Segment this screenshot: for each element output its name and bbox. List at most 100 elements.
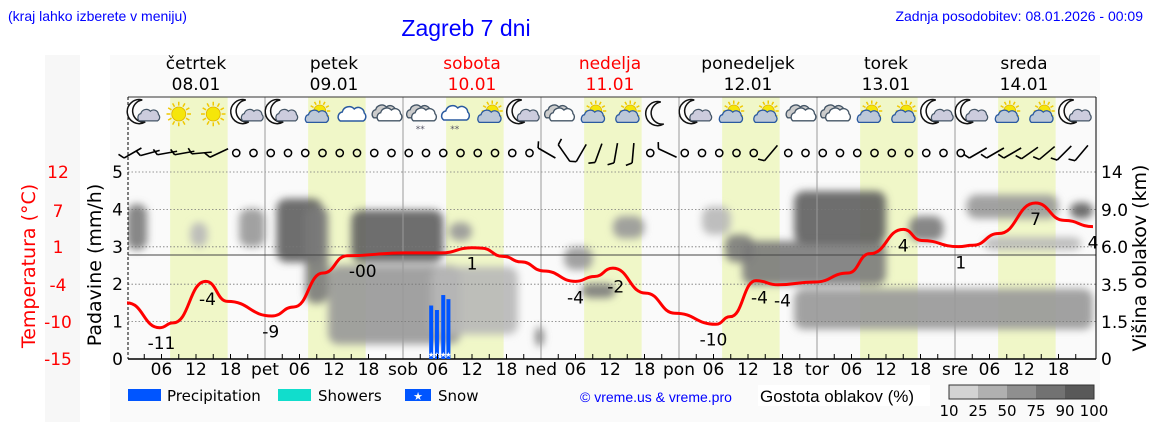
x-hour-tick: 18 xyxy=(634,360,656,380)
daylight-band xyxy=(722,97,780,359)
right-axis-title: Višina oblakov (km) xyxy=(1129,165,1151,352)
svg-text:**: ** xyxy=(450,125,460,135)
cloud-cell xyxy=(564,247,593,270)
calm-wind-icon xyxy=(404,148,414,158)
cloud-cell xyxy=(742,240,886,285)
density-title-bg xyxy=(758,385,930,406)
snow-star-icon: ★ xyxy=(413,390,423,403)
wind-barb-icon xyxy=(1068,144,1089,162)
calm-wind-icon xyxy=(438,148,448,158)
legend-showers-swatch xyxy=(278,389,311,401)
density-level-label: 75 xyxy=(1026,402,1045,420)
precipitation-bar xyxy=(429,305,434,359)
density-swatch xyxy=(949,385,978,399)
wind-barb-icon xyxy=(963,147,988,159)
left-axis-tick: 1 xyxy=(112,313,123,333)
temp-axis-tick: 1 xyxy=(53,238,64,258)
x-hour-tick: 06 xyxy=(151,360,173,380)
cloud-cell xyxy=(909,216,944,241)
cloud-cell xyxy=(612,216,645,239)
density-swatch xyxy=(978,385,1007,399)
overcast-icon xyxy=(544,104,576,122)
x-hour-tick: 06 xyxy=(427,360,449,380)
cloud-cell xyxy=(535,326,544,347)
sun-cloud-icon xyxy=(753,100,779,123)
cloud-icon xyxy=(337,105,367,122)
calm-wind-icon xyxy=(818,148,828,158)
day-name: sobota xyxy=(443,54,501,74)
left-axis-tick: 3 xyxy=(112,238,123,258)
day-name: petek xyxy=(310,54,358,74)
x-hour-tick: 18 xyxy=(772,360,794,380)
temp-axis-title: Temperatura (°C) xyxy=(18,184,40,349)
temp-axis-tick: 12 xyxy=(47,163,69,183)
x-hour-tick: 12 xyxy=(461,360,483,380)
calm-wind-icon xyxy=(352,148,362,158)
temperature-label: -4 xyxy=(774,291,791,311)
x-hour-tick: 06 xyxy=(841,360,863,380)
temperature-line xyxy=(126,201,1094,330)
x-hour-tick: 18 xyxy=(220,360,242,380)
day-date: 08.01 xyxy=(172,75,221,95)
calm-wind-icon xyxy=(335,148,345,158)
copyright-link[interactable]: © vreme.us & vreme.pro xyxy=(580,389,732,405)
day-date: 12.01 xyxy=(724,75,773,95)
temperature-label: -9 xyxy=(262,323,279,343)
right-axis-tick: 14 xyxy=(1101,163,1123,183)
density-swatch xyxy=(1036,385,1065,399)
sun-cloud-icon xyxy=(615,100,641,123)
calm-wind-icon xyxy=(231,148,241,158)
x-hour-tick: 18 xyxy=(1048,360,1070,380)
temperature-label: -4 xyxy=(751,288,768,308)
day-date: 10.01 xyxy=(448,75,497,95)
wind-barb-icon xyxy=(588,143,603,164)
calm-wind-icon xyxy=(525,148,534,158)
overcast-icon xyxy=(820,104,852,122)
wind-barb-icon xyxy=(569,143,587,163)
day-date: 14.01 xyxy=(1000,75,1049,95)
sun-cloud-icon xyxy=(580,100,607,123)
precipitation-bar xyxy=(441,295,446,359)
sun-cloud-icon xyxy=(891,100,917,123)
moon-cloud-icon xyxy=(919,98,954,125)
x-hour-tick: 18 xyxy=(910,360,932,380)
calm-wind-icon xyxy=(835,148,845,158)
density-scale-border xyxy=(948,384,1095,400)
wind-barb-icon xyxy=(187,147,212,155)
page-title: Zagreb 7 dni xyxy=(401,15,530,41)
overcast-icon xyxy=(785,104,817,122)
cloud-cell xyxy=(128,203,148,251)
left-axis-tick: 0 xyxy=(112,350,123,370)
x-hour-tick: 12 xyxy=(599,360,621,380)
calm-wind-icon xyxy=(921,148,931,158)
x-hour-tick: 06 xyxy=(565,360,587,380)
x-hour-tick: 12 xyxy=(1013,360,1035,380)
x-hour-tick: 06 xyxy=(703,360,725,380)
temp-axis-bg xyxy=(45,55,80,422)
day-date: 11.01 xyxy=(586,75,635,95)
temp-axis-tick: 7 xyxy=(53,202,64,222)
snow-star-icon: ★ xyxy=(428,351,434,359)
right-axis-tick: 1.5 xyxy=(1101,313,1128,333)
temperature-label: -2 xyxy=(607,277,624,297)
calm-wind-icon xyxy=(870,148,879,158)
wind-barb-icon xyxy=(1032,145,1056,161)
cloud-cell xyxy=(581,283,616,298)
day-name: četrtek xyxy=(166,54,227,74)
temp-axis-tick: -15 xyxy=(44,350,72,370)
menu-hint[interactable]: (kraj lahko izberete v meniju) xyxy=(8,8,187,24)
calm-wind-icon xyxy=(421,148,431,158)
cloud-density-title: Gostota oblakov (%) xyxy=(760,387,914,406)
calm-wind-icon xyxy=(697,148,707,158)
calm-wind-icon xyxy=(300,148,310,158)
snow-star-icon: ★ xyxy=(434,351,440,359)
sun-icon xyxy=(166,101,191,127)
temperature-label: 4 xyxy=(898,236,909,256)
x-hour-tick: 12 xyxy=(875,360,897,380)
legend-snow-swatch xyxy=(405,389,431,401)
sun-cloud-icon xyxy=(477,100,503,123)
temperature-label: 1 xyxy=(955,253,966,273)
